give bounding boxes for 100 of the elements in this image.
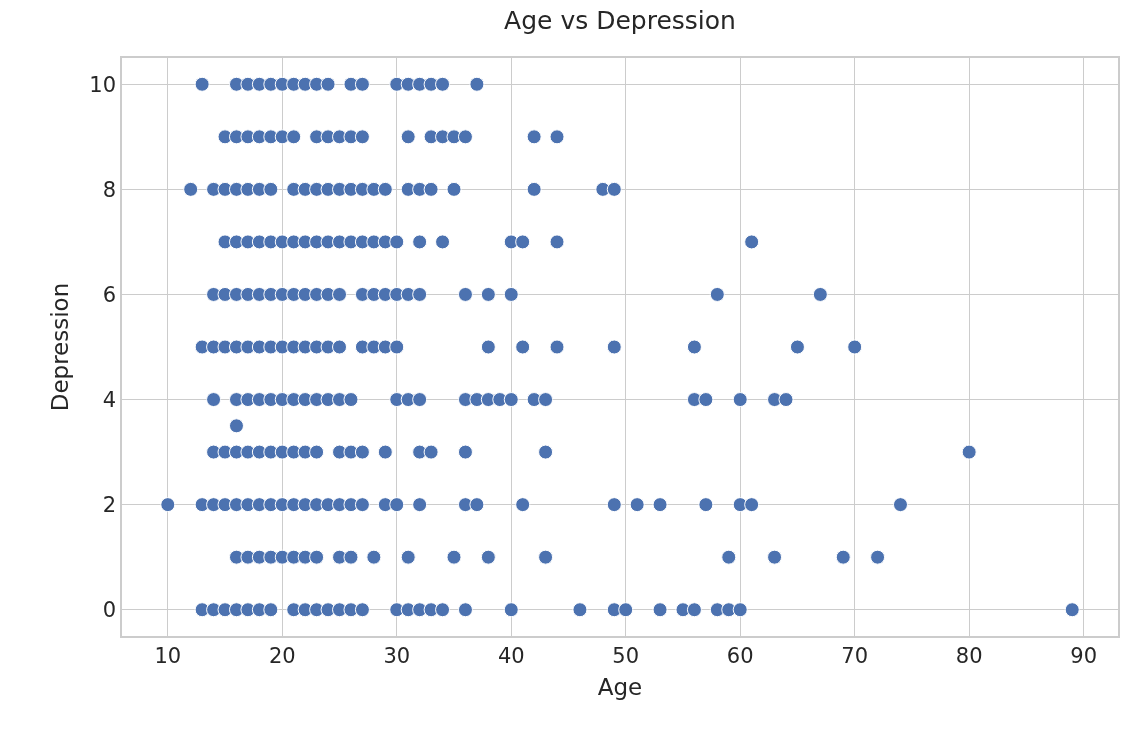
x-tick-label: 10	[154, 643, 182, 668]
point	[206, 392, 222, 408]
point	[686, 339, 702, 355]
point	[778, 392, 794, 408]
point	[320, 76, 336, 92]
point	[538, 549, 554, 565]
point	[366, 549, 382, 565]
point	[469, 76, 485, 92]
point	[652, 497, 668, 513]
point	[812, 286, 828, 302]
point	[767, 549, 783, 565]
point	[412, 497, 428, 513]
point	[343, 549, 359, 565]
x-tick-label: 90	[1070, 643, 1098, 668]
point	[549, 129, 565, 145]
point	[698, 497, 714, 513]
point	[732, 602, 748, 618]
point	[377, 181, 393, 197]
x-tick-label: 60	[726, 643, 754, 668]
point	[183, 181, 199, 197]
point	[503, 286, 519, 302]
point	[228, 418, 244, 434]
y-tick-label: 4	[102, 387, 117, 412]
point	[446, 549, 462, 565]
chart-title: Age vs Depression	[504, 5, 736, 35]
x-tick-label: 40	[497, 643, 525, 668]
point	[354, 497, 370, 513]
point	[389, 497, 405, 513]
x-tick-label: 70	[841, 643, 869, 668]
point	[160, 497, 176, 513]
point	[457, 129, 473, 145]
point	[549, 339, 565, 355]
point	[469, 497, 485, 513]
point	[389, 339, 405, 355]
point	[835, 549, 851, 565]
point	[789, 339, 805, 355]
point	[286, 129, 302, 145]
point	[309, 444, 325, 460]
x-tick-label: 20	[268, 643, 296, 668]
point	[572, 602, 588, 618]
point	[457, 444, 473, 460]
y-tick-label: 6	[102, 282, 117, 307]
point	[263, 602, 279, 618]
point	[412, 234, 428, 250]
point	[480, 549, 496, 565]
point	[480, 286, 496, 302]
point	[686, 602, 702, 618]
point	[435, 234, 451, 250]
point	[549, 234, 565, 250]
point	[354, 76, 370, 92]
point	[503, 392, 519, 408]
point	[618, 602, 634, 618]
y-axis-title: Depression	[47, 282, 74, 412]
point	[652, 602, 668, 618]
point	[423, 444, 439, 460]
point	[412, 286, 428, 302]
point	[194, 76, 210, 92]
point	[698, 392, 714, 408]
point	[400, 549, 416, 565]
point	[606, 339, 622, 355]
point	[870, 549, 886, 565]
point	[606, 497, 622, 513]
point	[400, 129, 416, 145]
point	[515, 497, 531, 513]
point	[629, 497, 645, 513]
y-tick-label: 0	[102, 598, 117, 623]
point	[435, 76, 451, 92]
point	[526, 181, 542, 197]
point	[480, 339, 496, 355]
point	[332, 286, 348, 302]
point	[1064, 602, 1080, 618]
point	[332, 339, 348, 355]
point	[377, 444, 393, 460]
point	[446, 181, 462, 197]
point	[709, 286, 725, 302]
point	[457, 602, 473, 618]
point	[435, 602, 451, 618]
point	[263, 181, 279, 197]
point	[538, 444, 554, 460]
y-tick-label: 8	[102, 177, 117, 202]
point	[343, 392, 359, 408]
point	[503, 602, 519, 618]
point	[354, 602, 370, 618]
point	[354, 129, 370, 145]
point	[412, 392, 428, 408]
point	[732, 392, 748, 408]
point	[354, 444, 370, 460]
y-tick-label: 10	[89, 72, 117, 97]
point	[892, 497, 908, 513]
point	[538, 392, 554, 408]
x-tick-label: 50	[612, 643, 640, 668]
point	[721, 549, 737, 565]
point	[744, 234, 760, 250]
point	[228, 392, 244, 408]
point	[606, 181, 622, 197]
point	[457, 286, 473, 302]
point	[309, 549, 325, 565]
point	[526, 129, 542, 145]
y-tick-label: 2	[102, 492, 117, 517]
point	[515, 234, 531, 250]
